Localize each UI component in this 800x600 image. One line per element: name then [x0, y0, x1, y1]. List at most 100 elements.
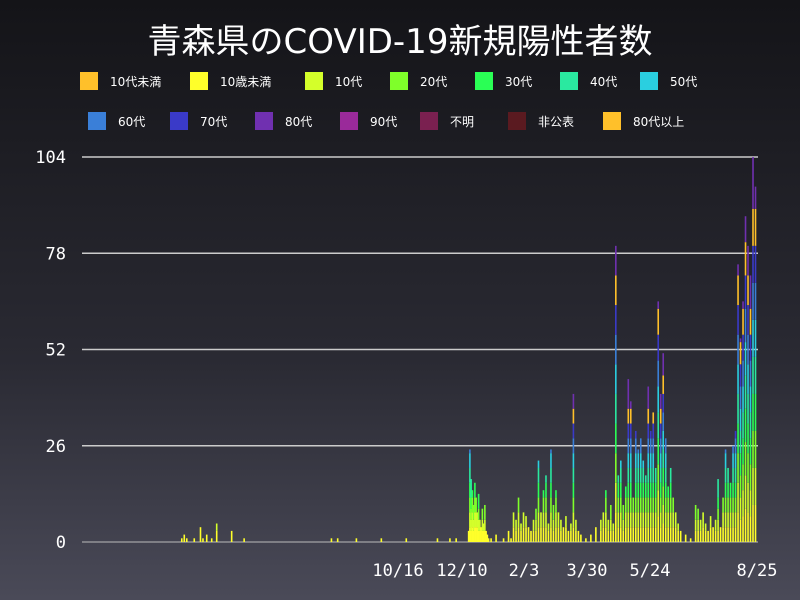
y-tick-label: 52 [46, 341, 66, 361]
bar-segment [739, 386, 742, 409]
bar-segment [702, 512, 704, 528]
bar-segment [525, 516, 527, 528]
bar-segment [615, 334, 617, 365]
bar-segment [739, 338, 742, 343]
bar-segment [199, 527, 202, 542]
bar-segment [629, 408, 632, 424]
bar-segment [749, 386, 752, 413]
bar-segment [634, 430, 637, 439]
bar-segment [644, 497, 647, 513]
bar-segment [639, 512, 642, 528]
bar-segment [669, 527, 672, 542]
bar-segment [747, 393, 749, 424]
bar-segment [180, 538, 183, 542]
bar-segment [717, 519, 719, 531]
bar-segment [742, 516, 744, 542]
bar-segment [652, 438, 655, 454]
bar-segment [704, 530, 707, 542]
bar-segment [724, 453, 727, 468]
bar-segment [545, 512, 547, 528]
bar-segment [637, 527, 640, 542]
bar-segment [644, 527, 647, 542]
bar-segment [615, 482, 617, 513]
bar-segment [649, 482, 652, 498]
bar-segment [732, 512, 734, 528]
bar-segment [482, 523, 485, 531]
legend-label: 10代未満 [110, 75, 162, 89]
bar-segment [644, 482, 647, 498]
legend-label: 10代 [335, 75, 363, 89]
x-tick-label: 10/16 [372, 561, 423, 581]
bar-segment [215, 530, 218, 542]
bar-segment [737, 364, 739, 394]
bar-segment [649, 467, 652, 483]
bar-segment [632, 527, 635, 542]
bar-segment [469, 512, 471, 528]
bar-segment [742, 438, 744, 465]
bar-segment [704, 523, 707, 531]
legend-swatch [88, 112, 106, 130]
legend-swatch [475, 72, 493, 90]
bar-segment [659, 408, 662, 424]
bar-segment [664, 467, 667, 483]
bar-segment [734, 527, 737, 542]
bar-segment [512, 512, 515, 528]
bar-segment [732, 482, 734, 498]
bar-segment [550, 512, 552, 528]
bar-segment [649, 430, 652, 439]
bar-segment [610, 530, 612, 542]
bar-segment [532, 530, 535, 542]
bar-segment [570, 523, 572, 531]
legend-row: 10代未満 10歳未満 10代 20代 30代 40代 50代 [0, 70, 800, 94]
bar-segment [734, 430, 737, 439]
bar-segment [654, 467, 657, 483]
legend-label: 非公表 [538, 115, 575, 129]
bar-segment [727, 527, 729, 542]
bar-segment [455, 538, 457, 542]
bar-segment [522, 512, 525, 528]
bar-segment [662, 504, 665, 524]
bar-segment [709, 527, 712, 542]
bar-segment [737, 453, 739, 483]
bar-segment [535, 519, 537, 531]
bar-segment [572, 467, 575, 483]
bar-segment [719, 527, 722, 542]
bar-segment [649, 527, 652, 542]
bar-segment [647, 467, 650, 483]
bar-segment [737, 334, 739, 365]
bar-segment [744, 342, 747, 376]
bar-segment [605, 512, 607, 528]
bar-segment [739, 519, 742, 542]
bar-segment [634, 527, 637, 542]
bar-segment [517, 527, 520, 542]
bar-segment [469, 449, 471, 454]
bar-segment [754, 245, 757, 283]
bar-segment [662, 467, 665, 487]
bar-segment [672, 527, 674, 542]
bar-segment [590, 534, 592, 542]
bar-segment [517, 497, 520, 513]
bar-segment [677, 530, 679, 542]
bar-segment [550, 527, 552, 542]
bar-segment [545, 527, 547, 542]
bar-segment [644, 475, 647, 483]
bar-segment [502, 538, 505, 542]
bar-segment [667, 497, 669, 513]
bar-segment [642, 527, 645, 542]
bar-segment [627, 438, 630, 454]
bar-segment [649, 497, 652, 513]
bar-segment [657, 360, 660, 387]
bar-segment [575, 519, 577, 531]
legend-swatch [80, 72, 98, 90]
bar-segment [629, 527, 632, 542]
bar-segment [550, 467, 552, 483]
bar-segment [482, 530, 485, 542]
bar-segment [754, 393, 757, 431]
bar-segment [737, 423, 739, 454]
bar-segment [752, 282, 754, 320]
bar-segment [474, 482, 476, 498]
bar-segment [522, 527, 525, 542]
bar-segment [615, 512, 617, 542]
bar-segment [585, 538, 587, 542]
bar-segment [486, 534, 489, 542]
